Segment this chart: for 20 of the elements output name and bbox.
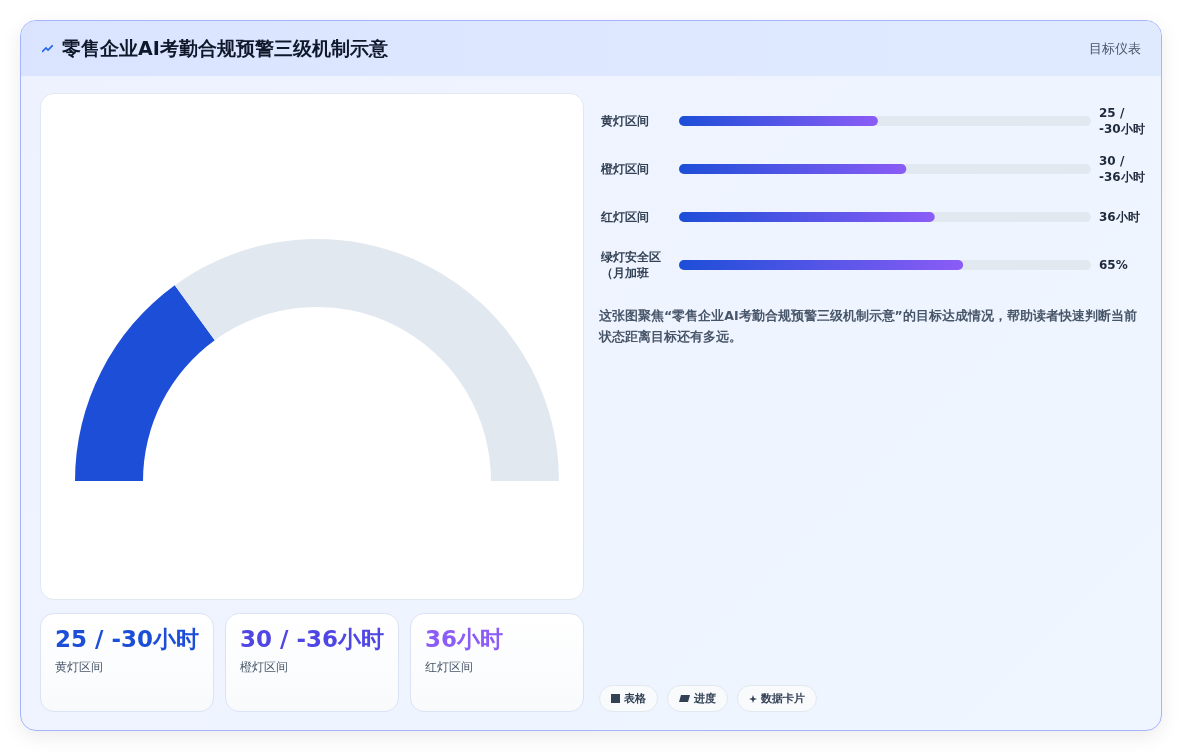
text: 25 / -30小时	[55, 626, 199, 653]
text: 表格	[624, 691, 646, 706]
y-tick-label: 红灯区间	[600, 210, 649, 224]
y-tick-label: 黄灯区间	[600, 114, 649, 128]
text: 30 / -36小时	[240, 626, 384, 653]
y-tick-label: 橙灯区间	[600, 162, 649, 176]
text: 25 / -30小时	[1099, 106, 1145, 136]
text: 红灯区间	[425, 659, 474, 676]
text: 36小时	[1099, 210, 1140, 224]
text: 数据卡片	[761, 691, 805, 706]
text: 目标仪表	[1089, 40, 1141, 58]
text: 黄灯区间	[55, 659, 104, 676]
text: 65%	[1099, 258, 1128, 272]
text: 这张图聚焦“零售企业AI考勤合规预警三级机制示意”的目标达成情况，帮助读者快速判断当前状态距离目标还有多远。	[599, 307, 1138, 346]
y-tick-label: 绿灯安全区（月加班	[600, 250, 661, 280]
text: 进度	[694, 691, 716, 706]
text: 36小时	[425, 626, 504, 653]
chart-title: 零售企业AI考勤合规预警三级机制示意	[62, 36, 388, 61]
text: 30 / -36小时	[1099, 154, 1145, 184]
text: 橙灯区间	[240, 659, 289, 676]
